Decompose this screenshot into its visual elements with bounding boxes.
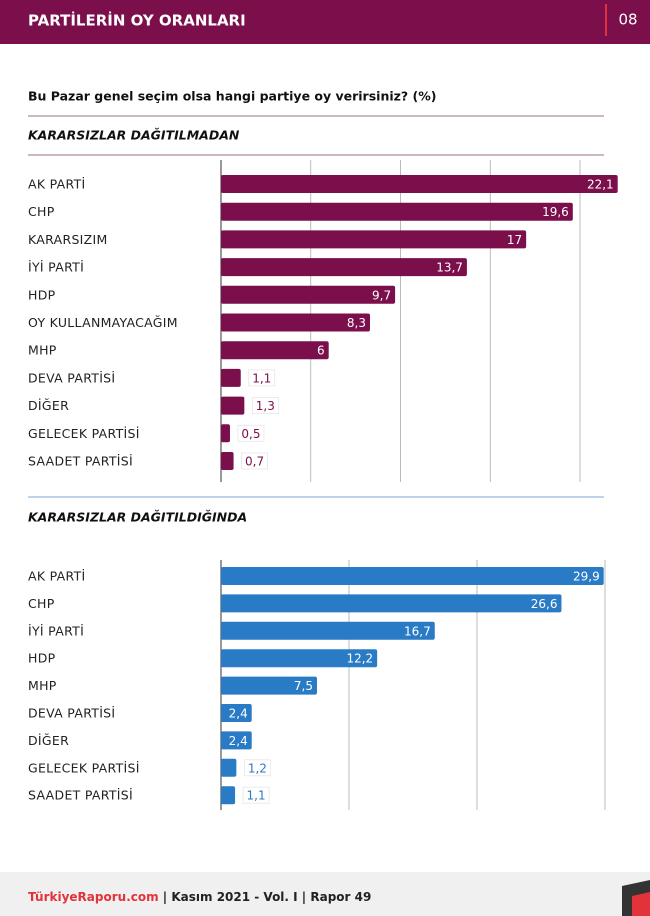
value-label: 1,2	[248, 761, 267, 775]
value-label: 2,4	[229, 707, 248, 721]
value-label: 8,3	[347, 316, 366, 330]
value-label: 1,3	[256, 399, 275, 413]
value-label: 7,5	[294, 679, 313, 693]
category-label: KARARSIZIM	[28, 232, 108, 247]
value-label: 22,1	[587, 178, 614, 192]
bar	[221, 396, 245, 415]
page-number: 08	[618, 11, 637, 29]
value-label: 26,6	[531, 597, 558, 611]
footer-text: TürkiyeRaporu.com | Kasım 2021 - Vol. I …	[28, 890, 371, 904]
value-label-box	[241, 452, 268, 470]
bar	[221, 594, 562, 613]
bar	[221, 230, 527, 249]
category-label: DİĞER	[28, 398, 69, 413]
value-label: 0,5	[241, 427, 260, 441]
category-label: MHP	[28, 678, 57, 693]
category-label: SAADET PARTİSİ	[28, 454, 133, 469]
value-label-box	[237, 424, 265, 442]
category-label: AK PARTİ	[28, 177, 86, 192]
category-label: OY KULLANMAYACAĞIM	[28, 315, 178, 330]
section-title: KARARSIZLAR DAĞITILMADAN	[28, 128, 240, 143]
header-title: PARTİLERİN OY ORANLARI	[28, 11, 246, 30]
category-label: CHP	[28, 204, 55, 219]
bar	[221, 368, 241, 387]
bar	[221, 676, 317, 695]
section-title: KARARSIZLAR DAĞITILDIĞINDA	[28, 510, 247, 525]
corner-decoration	[632, 892, 650, 916]
bar	[221, 424, 230, 443]
value-label: 19,6	[542, 205, 569, 219]
bar	[221, 202, 573, 221]
value-label: 0,7	[245, 455, 264, 469]
category-label: HDP	[28, 287, 56, 302]
value-label-box	[243, 759, 271, 777]
bar	[221, 313, 370, 332]
category-label: İYİ PARTİ	[28, 623, 84, 638]
category-label: DİĞER	[28, 733, 69, 748]
category-label: GELECEK PARTİSİ	[28, 426, 140, 441]
bar	[221, 175, 618, 193]
bar	[221, 285, 396, 304]
bar	[221, 452, 234, 470]
bar	[221, 649, 378, 668]
question: Bu Pazar genel seçim olsa hangi partiye …	[28, 89, 436, 104]
value-label: 1,1	[252, 371, 271, 385]
category-label: GELECEK PARTİSİ	[28, 760, 140, 775]
header-bar	[0, 0, 650, 44]
footer-bar	[0, 872, 650, 916]
value-label-box	[248, 369, 276, 387]
value-label-box	[242, 786, 270, 804]
footer-issue: | Kasım 2021 - Vol. I | Rapor 49	[159, 890, 372, 904]
category-label: DEVA PARTİSİ	[28, 370, 115, 385]
category-label: CHP	[28, 596, 55, 611]
bar	[221, 786, 236, 805]
value-label: 16,7	[404, 624, 431, 638]
value-label-box	[251, 397, 279, 415]
bar	[221, 758, 237, 777]
category-label: HDP	[28, 651, 56, 666]
value-label: 17	[507, 233, 522, 247]
bar	[221, 621, 435, 640]
value-label: 6	[317, 344, 325, 358]
bar	[221, 341, 329, 360]
value-label: 29,9	[573, 570, 600, 584]
bar	[221, 567, 604, 585]
bar	[221, 731, 252, 750]
category-label: DEVA PARTİSİ	[28, 706, 115, 721]
category-label: AK PARTİ	[28, 569, 86, 584]
footer-brand: TürkiyeRaporu.com	[28, 890, 159, 904]
bar	[221, 258, 467, 277]
category-label: MHP	[28, 343, 57, 358]
value-label: 12,2	[346, 652, 373, 666]
value-label: 2,4	[229, 734, 248, 748]
category-label: İYİ PARTİ	[28, 260, 84, 275]
value-label: 1,1	[247, 789, 266, 803]
value-label: 13,7	[436, 261, 463, 275]
category-label: SAADET PARTİSİ	[28, 788, 133, 803]
value-label: 9,7	[372, 288, 391, 302]
bar	[221, 704, 252, 722]
